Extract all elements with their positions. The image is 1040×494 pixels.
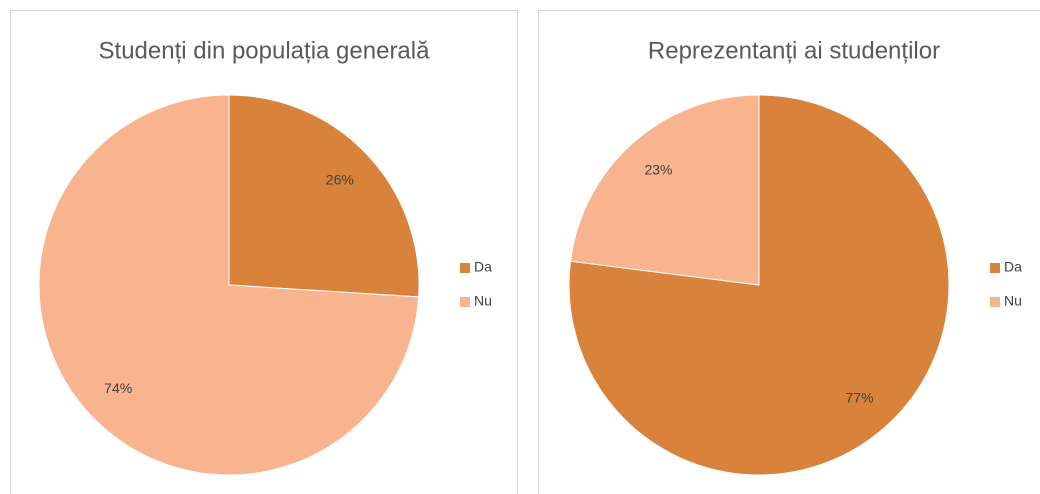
- legend-marker: [460, 297, 470, 307]
- legend-marker: [990, 263, 1000, 273]
- legend-label: Nu: [1004, 293, 1022, 309]
- legend-label: Da: [474, 259, 492, 275]
- pie-slice: [228, 94, 420, 298]
- pie-slice: [38, 94, 420, 476]
- data-label: 23%: [644, 162, 672, 178]
- chart-frame: [538, 10, 1040, 494]
- pie-slice: [568, 94, 950, 476]
- legend-label: Nu: [474, 293, 492, 309]
- data-label: 77%: [846, 390, 874, 406]
- legend-label: Da: [1004, 259, 1022, 275]
- pie-slice: [569, 94, 760, 286]
- chart-frame: [10, 10, 518, 494]
- data-label: 26%: [326, 172, 354, 188]
- chart-title: Studenți din populația generală: [99, 37, 431, 64]
- data-label: 74%: [104, 380, 132, 396]
- legend-marker: [460, 263, 470, 273]
- legend-marker: [990, 297, 1000, 307]
- chart-title: Reprezentanți ai studenților: [648, 37, 940, 64]
